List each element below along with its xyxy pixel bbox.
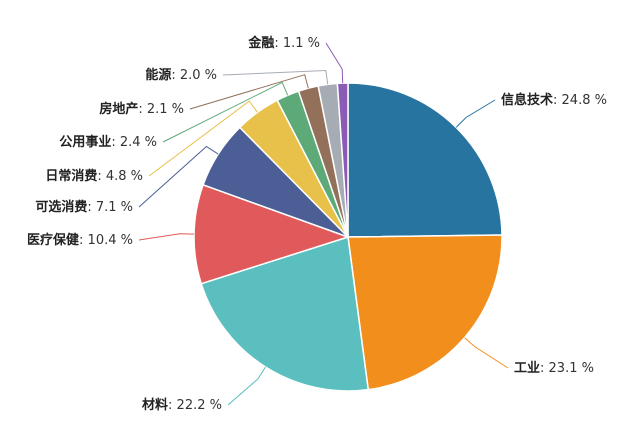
slice-label: 信息技术: 24.8 % [501,92,607,108]
slice-label-name: 房地产 [99,101,138,117]
pie-slice [347,82,503,238]
slice-label: 可选消费: 7.1 % [35,199,133,215]
pie-slice [200,236,370,392]
slice-label-value: : 10.4 % [79,233,133,248]
leader-line [138,233,195,241]
slice-label: 金融: 1.1 % [247,35,320,51]
slice-label-value: : 7.1 % [87,200,133,215]
slice-label-value: : 2.4 % [111,135,157,150]
slice-label-name: 金融 [247,35,274,51]
pie-slices [193,82,503,392]
slice-label-value: : 22.2 % [168,398,222,413]
leader-line [325,42,344,84]
slice-label-value: : 24.8 % [553,93,607,108]
pie-slice [193,183,351,285]
slice-label: 房地产: 2.1 % [99,101,184,117]
slice-label-value: : 2.0 % [171,68,217,83]
slice-label-name: 日常消费 [45,168,97,184]
slice-label: 公用事业: 2.4 % [59,134,157,150]
slice-label-name: 信息技术 [501,92,553,108]
leader-line [138,145,219,208]
leader-line [148,100,258,177]
leader-line [222,69,329,85]
slice-label-value: : 4.8 % [97,169,143,184]
slice-label-value: : 1.1 % [274,36,320,51]
slice-label: 工业: 23.1 % [514,360,594,376]
slice-label: 医疗保健: 10.4 % [27,232,133,248]
slice-label-name: 能源 [145,67,171,83]
slice-label-name: 医疗保健 [27,232,79,248]
leader-line [227,366,266,406]
leader-line [455,99,496,128]
slice-label-value: : 23.1 % [540,361,594,376]
slice-labels: 信息技术: 24.8 % 工业: 23.1 % 材料: 22.2 % 医疗保健: 10… [27,35,607,413]
slice-label-name: 公用事业 [59,134,111,150]
leader-lines [138,42,509,406]
slice-label-value: : 2.1 % [138,102,184,117]
pie-slice [347,234,503,391]
leader-line [189,74,309,110]
slice-label-name: 工业 [514,360,540,376]
slice-label: 日常消费: 4.8 % [45,168,143,184]
leader-line [464,337,509,369]
slice-label: 材料: 22.2 % [142,397,222,413]
slice-label-name: 材料 [142,397,168,413]
slice-label-name: 可选消费 [35,199,87,215]
leader-line [162,81,289,143]
slice-label: 能源: 2.0 % [145,67,217,83]
